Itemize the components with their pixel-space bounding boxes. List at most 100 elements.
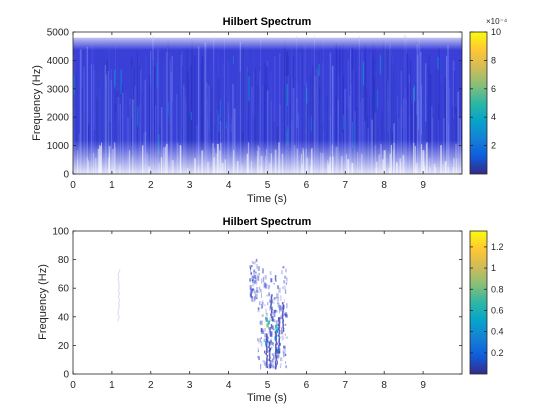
spectrum-streak bbox=[422, 103, 424, 174]
spectrum-burst bbox=[269, 271, 272, 276]
spectrum-streak bbox=[221, 63, 224, 174]
spectrum-burst bbox=[250, 287, 252, 293]
spectrum-burst bbox=[282, 330, 285, 333]
spectrum-burst bbox=[284, 275, 287, 279]
spectrum-streak bbox=[186, 48, 188, 174]
spectrum-burst bbox=[255, 293, 258, 299]
spectrum-burst bbox=[278, 349, 280, 352]
y-tick-label: 80 bbox=[58, 255, 70, 266]
spectrum-streak bbox=[252, 45, 255, 174]
spectrum-streak bbox=[102, 101, 104, 174]
spectrum-streak bbox=[387, 49, 389, 175]
spectrum-burst bbox=[274, 336, 277, 341]
spectrum-burst bbox=[281, 270, 283, 275]
spectrum-burst bbox=[250, 287, 252, 293]
spectrum-burst bbox=[275, 329, 278, 334]
spectrum-burst bbox=[271, 294, 273, 297]
top-colorbar-exponent: ×10⁻⁴ bbox=[486, 17, 508, 26]
bottom-xlabel: Time (s) bbox=[247, 392, 287, 404]
spectrum-streak bbox=[397, 96, 398, 174]
spectrum-streak bbox=[445, 88, 446, 174]
spectrum-burst bbox=[278, 347, 280, 350]
spectrum-streak bbox=[316, 68, 318, 174]
spectrum-burst bbox=[263, 328, 266, 332]
spectrum-burst bbox=[278, 338, 280, 341]
spectrum-burst bbox=[283, 352, 285, 358]
spectrum-burst bbox=[276, 342, 279, 346]
spectrum-burst bbox=[278, 317, 280, 320]
spectrum-streak bbox=[286, 51, 288, 174]
spectrum-burst bbox=[273, 282, 275, 285]
spectrum-burst bbox=[283, 280, 286, 284]
spectrum-burst bbox=[118, 292, 120, 296]
spectrum-highlight bbox=[363, 61, 365, 86]
spectrum-burst bbox=[284, 289, 287, 294]
spectrum-burst bbox=[280, 332, 283, 335]
spectrum-burst bbox=[266, 335, 268, 338]
spectrum-streak bbox=[132, 99, 134, 174]
spectrum-burst bbox=[250, 288, 253, 293]
spectrum-burst bbox=[267, 336, 269, 340]
spectrum-burst bbox=[267, 347, 269, 350]
spectrum-highlight bbox=[225, 122, 227, 129]
spectrum-burst bbox=[280, 306, 282, 312]
spectrum-burst bbox=[278, 334, 280, 337]
spectrum-streak bbox=[338, 54, 341, 174]
spectrum-streak bbox=[165, 52, 168, 174]
spectrum-burst bbox=[270, 309, 273, 312]
spectrum-streak bbox=[350, 79, 352, 174]
spectrum-streak bbox=[242, 47, 245, 174]
spectrum-streak bbox=[418, 100, 420, 174]
spectrum-burst bbox=[274, 367, 277, 370]
spectrum-highlight bbox=[167, 102, 169, 116]
spectrum-streak bbox=[157, 49, 159, 175]
spectrum-streak bbox=[178, 48, 180, 174]
spectrum-burst bbox=[260, 341, 263, 347]
spectrum-streak bbox=[79, 49, 82, 174]
spectrum-burst bbox=[269, 356, 271, 359]
spectrum-burst bbox=[280, 306, 283, 312]
spectrum-burst bbox=[256, 273, 258, 279]
spectrum-burst bbox=[254, 290, 256, 294]
spectrum-streak bbox=[132, 94, 135, 174]
spectrum-streak bbox=[150, 50, 152, 175]
spectrum-streak bbox=[194, 55, 196, 174]
spectrum-burst bbox=[273, 355, 275, 360]
spectrum-streak bbox=[358, 36, 360, 174]
spectrum-streak bbox=[284, 38, 286, 174]
spectrum-burst bbox=[258, 272, 260, 276]
spectrum-burst bbox=[282, 325, 284, 328]
spectrum-burst bbox=[278, 345, 280, 348]
spectrum-streak bbox=[210, 89, 211, 174]
spectrum-burst bbox=[269, 347, 271, 351]
spectrum-burst bbox=[285, 361, 287, 364]
spectrum-streak bbox=[360, 102, 362, 174]
spectrum-burst bbox=[275, 332, 277, 336]
spectrum-streak bbox=[302, 46, 303, 175]
spectrum-burst bbox=[265, 312, 268, 316]
spectrum-burst bbox=[271, 325, 273, 330]
spectrum-streak bbox=[149, 86, 151, 174]
spectrum-burst bbox=[282, 321, 284, 324]
spectrum-streak bbox=[457, 91, 459, 174]
spectrum-streak bbox=[187, 72, 189, 174]
x-tick-label: 8 bbox=[381, 380, 387, 391]
spectrum-burst bbox=[272, 316, 274, 321]
top-subplot: Hilbert Spectrum 0 1 2 3 4 5 6 7 8 9 0 1000 2000 300… bbox=[31, 16, 508, 205]
spectrum-streak bbox=[255, 103, 257, 174]
spectrum-streak bbox=[347, 59, 350, 174]
spectrum-streak bbox=[403, 98, 405, 174]
y-tick-label: 5000 bbox=[47, 28, 70, 39]
spectrum-burst bbox=[275, 341, 278, 344]
spectrum-streak bbox=[225, 72, 226, 174]
spectrum-streak bbox=[406, 53, 409, 174]
spectrum-streak bbox=[381, 48, 383, 174]
spectrum-burst bbox=[258, 339, 260, 344]
spectrum-burst bbox=[274, 324, 278, 329]
spectrum-streak bbox=[205, 89, 208, 174]
spectrum-burst bbox=[271, 330, 273, 336]
spectrum-burst bbox=[255, 277, 257, 283]
spectrum-streak bbox=[253, 71, 254, 174]
spectrum-streak bbox=[426, 73, 428, 174]
spectrum-burst bbox=[275, 345, 277, 348]
